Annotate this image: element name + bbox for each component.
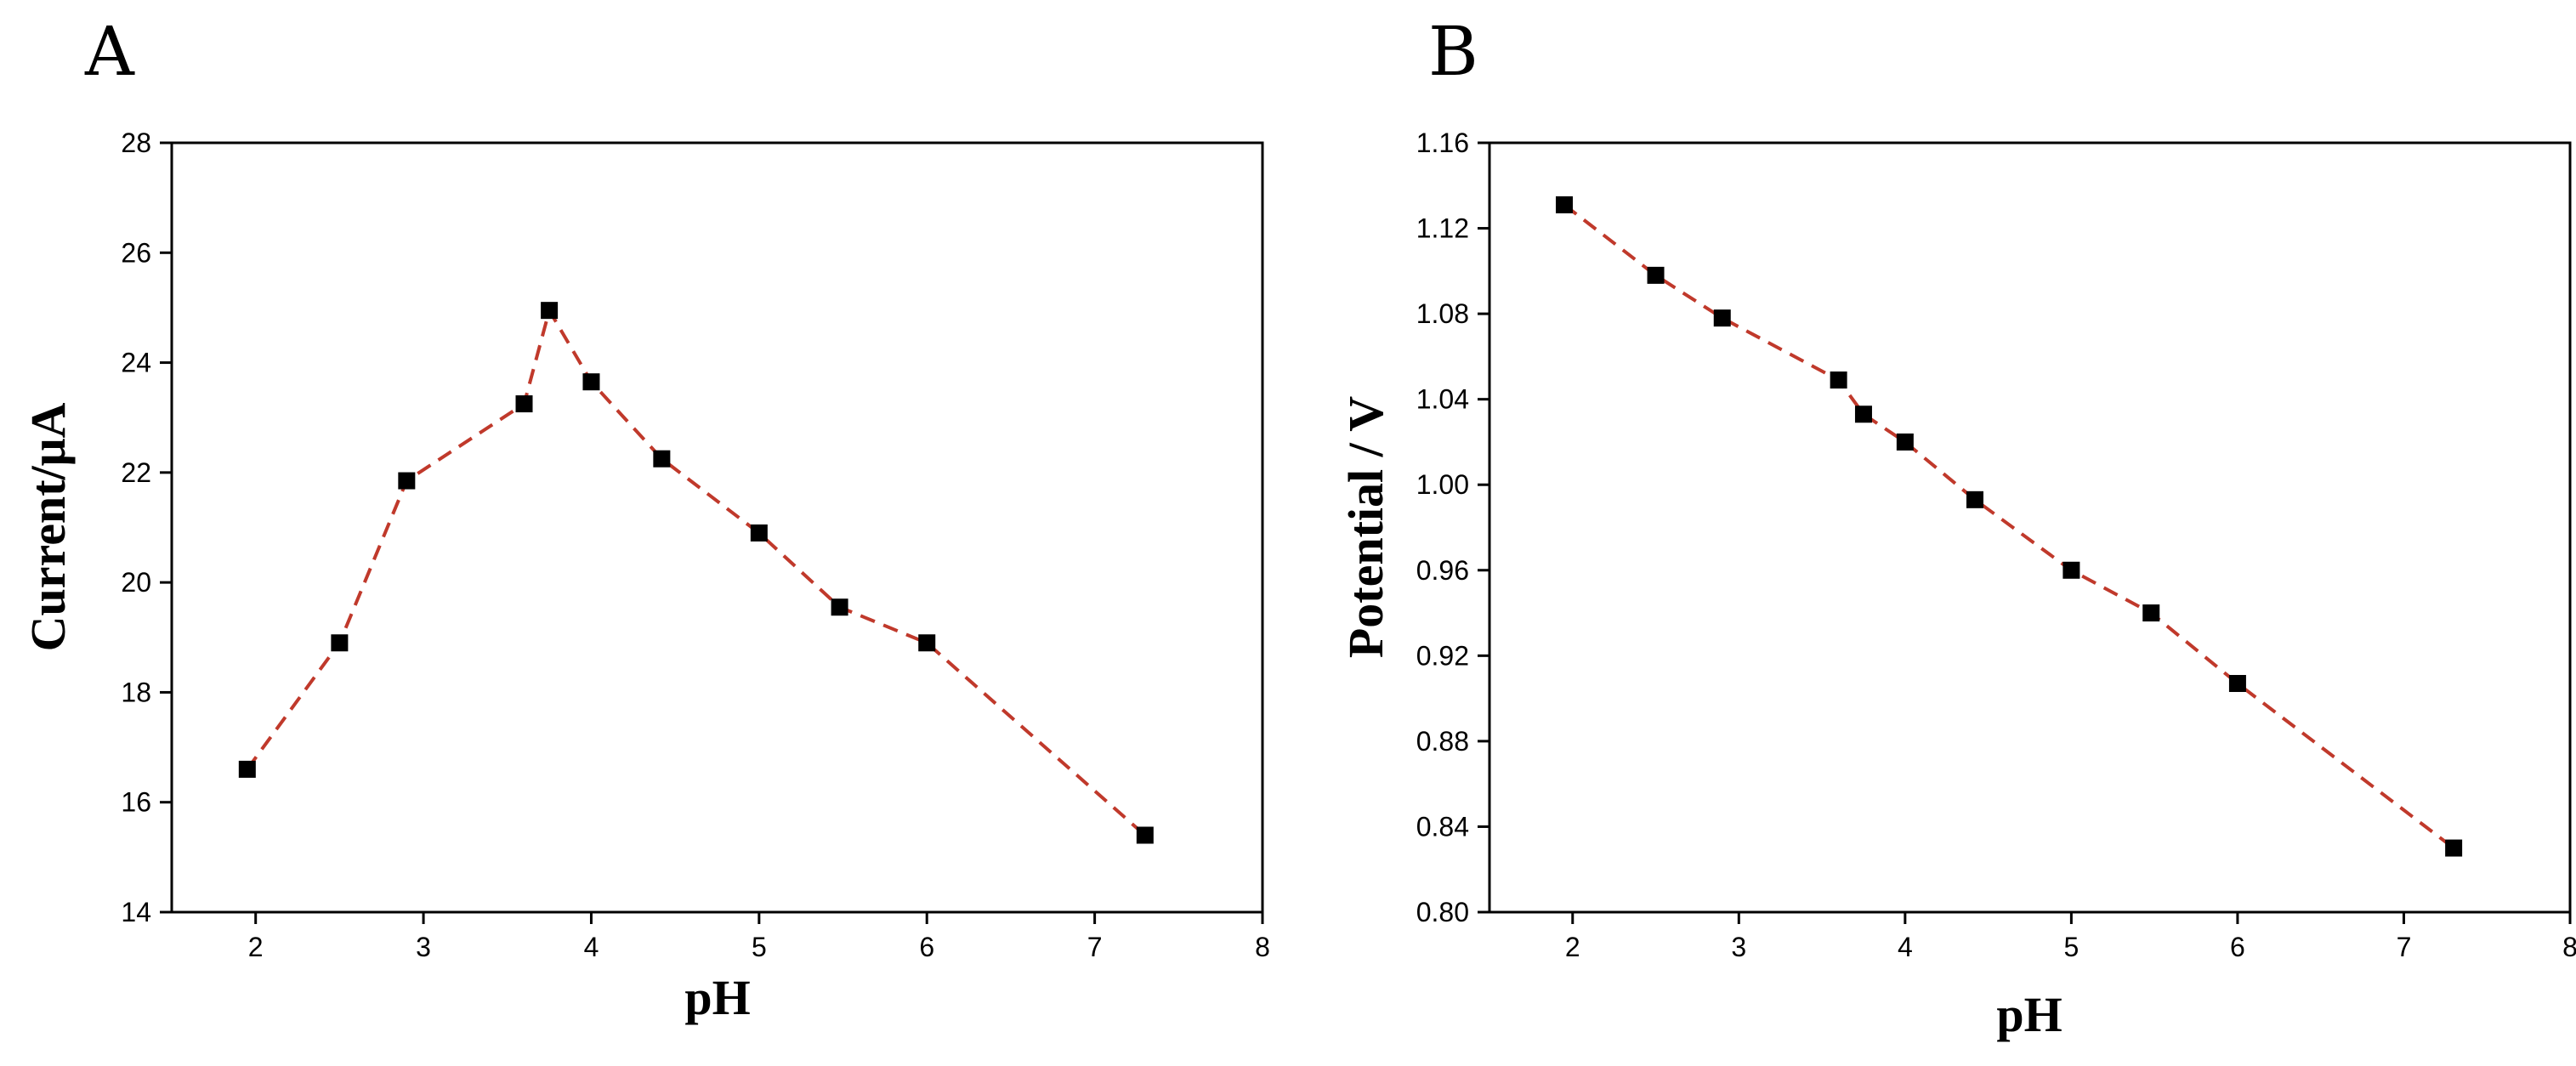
y-tick-label-a: 14 — [121, 897, 151, 927]
y-axis-title-a: Current/μA — [20, 403, 76, 652]
plot-frame-a — [170, 141, 1264, 914]
y-tick-label-b: 0.88 — [1416, 726, 1469, 757]
y-tick-label-a: 16 — [121, 787, 151, 818]
x-tick-label-a: 8 — [1255, 932, 1270, 962]
data-point-a — [515, 395, 533, 413]
chart-panel-a: A 14 16 18 20 22 24 26 28 2 3 4 5 6 7 8 pH Current/μA — [20, 12, 1270, 1025]
x-axis-title-a: pH — [684, 970, 750, 1025]
x-tick-label-a: 5 — [752, 932, 767, 962]
chart-panel-b: B 0.80 0.84 0.88 0.92 0.96 1.00 1.04 1.08 1.12 1.… — [1338, 12, 2576, 1042]
x-tick-label-a: 2 — [248, 932, 264, 962]
x-tick-label-b: 3 — [1731, 932, 1746, 962]
data-point-b — [2063, 561, 2080, 579]
x-tick-label-b: 6 — [2230, 932, 2245, 962]
y-tick-label-b: 1.04 — [1416, 384, 1469, 415]
data-point-b — [1896, 433, 1914, 451]
data-point-a — [238, 760, 256, 778]
y-axis-title-b: Potential / V — [1338, 396, 1393, 658]
data-point-b — [2445, 839, 2463, 857]
x-tick-label-a: 7 — [1087, 932, 1103, 962]
x-axis-b: 2 3 4 5 6 7 8 — [1565, 912, 2576, 962]
y-tick-label-a: 20 — [121, 567, 151, 598]
series-line-b — [1563, 203, 2455, 850]
data-point-b — [2142, 604, 2160, 622]
data-point-b — [1830, 371, 1847, 389]
x-tick-label-b: 5 — [2063, 932, 2079, 962]
x-tick-label-b: 7 — [2397, 932, 2412, 962]
data-point-a — [750, 524, 768, 542]
series-line-a — [246, 306, 1147, 837]
data-point-b — [2228, 675, 2246, 693]
series-markers-a — [238, 302, 1154, 844]
data-point-b — [1854, 405, 1872, 423]
data-point-a — [918, 634, 936, 652]
data-point-b — [1647, 266, 1665, 284]
y-tick-label-a: 18 — [121, 677, 151, 707]
y-tick-label-b: 0.92 — [1416, 640, 1469, 671]
y-tick-label-a: 22 — [121, 457, 151, 488]
x-tick-label-a: 4 — [584, 932, 599, 962]
x-axis-title-b: pH — [1996, 987, 2062, 1042]
y-tick-label-a: 26 — [121, 237, 151, 268]
data-point-b — [1555, 196, 1573, 213]
series-markers-b — [1555, 196, 2463, 857]
data-point-a — [1136, 826, 1154, 844]
x-axis-a: 2 3 4 5 6 7 8 — [248, 912, 1270, 962]
y-tick-label-b: 1.16 — [1416, 128, 1469, 158]
y-tick-label-b: 1.08 — [1416, 298, 1469, 329]
x-tick-label-a: 3 — [416, 932, 431, 962]
y-tick-label-b: 0.96 — [1416, 555, 1469, 586]
y-axis-b: 0.80 0.84 0.88 0.92 0.96 1.00 1.04 1.08 1.12 1.16 — [1416, 128, 1489, 927]
plot-frame-b — [1488, 141, 2572, 914]
x-tick-label-b: 2 — [1565, 932, 1580, 962]
y-tick-label-b: 0.80 — [1416, 897, 1469, 927]
y-tick-label-b: 1.00 — [1416, 469, 1469, 500]
x-tick-label-b: 4 — [1898, 932, 1913, 962]
y-tick-label-b: 0.84 — [1416, 811, 1469, 842]
data-point-b — [1713, 309, 1731, 327]
y-tick-label-a: 28 — [121, 128, 151, 158]
x-tick-label-b: 8 — [2562, 932, 2576, 962]
data-point-a — [831, 598, 848, 616]
x-tick-label-a: 6 — [919, 932, 934, 962]
data-point-b — [1966, 490, 1983, 508]
panel-label-b: B — [1428, 12, 1478, 91]
data-point-a — [331, 634, 349, 652]
data-point-a — [653, 450, 671, 468]
y-tick-label-b: 1.12 — [1416, 213, 1469, 244]
y-axis-a: 14 16 18 20 22 24 26 28 — [121, 128, 172, 927]
y-tick-label-a: 24 — [121, 348, 151, 378]
data-point-a — [582, 373, 600, 391]
data-point-a — [398, 472, 416, 490]
panel-label-a: A — [84, 12, 135, 91]
data-point-a — [541, 302, 559, 320]
